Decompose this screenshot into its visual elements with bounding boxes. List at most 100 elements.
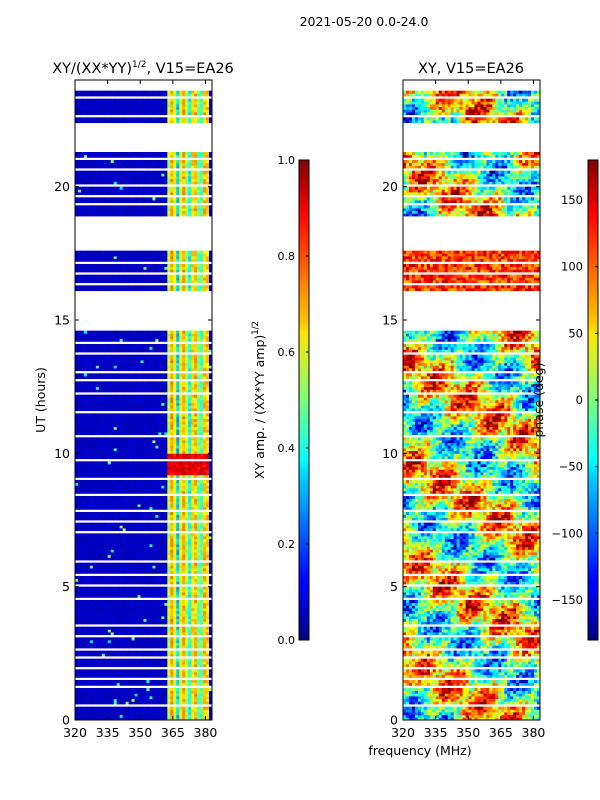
heatmap-cell [77,440,82,444]
heatmap-cell [125,466,130,470]
heatmap-cell [107,642,112,646]
heatmap-cell [75,472,79,476]
heatmap-cell [116,669,121,673]
heatmap-cell [83,485,88,489]
heatmap-cell [104,637,109,641]
heatmap-cell [122,669,127,673]
heatmap-cell [104,688,109,692]
heatmap-cell [89,586,94,590]
heatmap-cell [197,408,201,412]
heatmap-cell [170,466,174,470]
heatmap-cell [125,498,130,502]
heatmap-cell [86,384,91,388]
heatmap-cell [197,642,201,646]
heatmap-cell [206,488,210,492]
heatmap-cell [122,506,127,510]
heatmap-cell [194,664,198,668]
heatmap-cell [107,448,112,452]
heatmap-cell [83,504,88,508]
heatmap-cell [188,512,192,516]
heatmap-cell [101,381,106,385]
heatmap-cell [119,528,124,532]
heatmap-cell [173,600,177,604]
heatmap-cell [116,453,121,457]
heatmap-cell [158,672,162,676]
heatmap-cell [194,373,198,377]
heatmap-cell [98,696,103,700]
heatmap-cell [194,602,198,606]
heatmap-cell [122,413,127,417]
heatmap-cell [86,680,91,684]
heatmap-cell [206,461,210,465]
heatmap-cell [95,629,100,633]
heatmap-cell [113,629,118,633]
heatmap-cell [182,629,186,633]
heatmap-cell [95,453,100,457]
heatmap-cell [83,538,88,542]
heatmap-cell [197,432,201,436]
heatmap-cell [131,586,135,590]
heatmap-cell [188,541,192,545]
heatmap-cell [179,642,183,646]
heatmap-cell [140,632,144,636]
heatmap-cell [95,528,100,532]
heatmap-cell [125,517,130,521]
heatmap-cell [200,413,204,417]
heatmap-cell [92,418,97,422]
heatmap-cell [77,674,82,678]
heatmap-cell [158,552,162,556]
heatmap-cell [122,602,127,606]
heatmap-cell [125,394,130,398]
heatmap-cell [83,549,88,553]
heatmap-cell [164,658,168,662]
heatmap-cell [182,682,186,686]
heatmap-cell [113,576,118,580]
heatmap-cell [86,549,91,553]
heatmap-cell [137,693,141,697]
heatmap-cell [164,714,168,718]
heatmap-cell [140,650,144,654]
heatmap-cell [203,514,207,518]
heatmap-cell [134,376,138,380]
heatmap-cell [122,629,127,633]
heatmap-cell [182,693,186,697]
heatmap-cell [89,698,94,702]
heatmap-cell [152,490,156,494]
heatmap-cell [104,650,109,654]
heatmap-cell [155,461,159,465]
heatmap-cell [176,381,180,385]
heatmap-cell [161,608,165,612]
heatmap-cell [104,437,109,441]
heatmap-cell [149,613,153,617]
heatmap-cell [182,386,186,390]
heatmap-cell [161,645,165,649]
heatmap-cell [149,437,153,441]
heatmap-cell [182,517,186,521]
heatmap-cell [95,469,100,473]
heatmap-cell [158,632,162,636]
heatmap-cell [137,522,141,526]
heatmap-cell [104,592,109,596]
heatmap-cell [203,466,207,470]
heatmap-cell [179,389,183,393]
heatmap-cell [185,602,189,606]
heatmap-cell [104,669,109,673]
heatmap-cell [140,618,144,622]
heatmap-cell [188,408,192,412]
heatmap-cell [146,709,150,713]
heatmap-cell [83,706,88,710]
heatmap-cell [161,469,165,473]
heatmap-cell [80,690,85,694]
heatmap-cell [104,429,109,433]
heatmap-cell [203,488,207,492]
heatmap-cell [143,424,147,428]
heatmap-cell [179,549,183,553]
heatmap-cell [173,576,177,580]
heatmap-cell [155,632,159,636]
heatmap-cell [140,482,144,486]
heatmap-cell [80,570,85,574]
heatmap-cell [95,669,100,673]
heatmap-cell [113,650,118,654]
heatmap-cell [143,413,147,417]
heatmap-cell [170,605,174,609]
